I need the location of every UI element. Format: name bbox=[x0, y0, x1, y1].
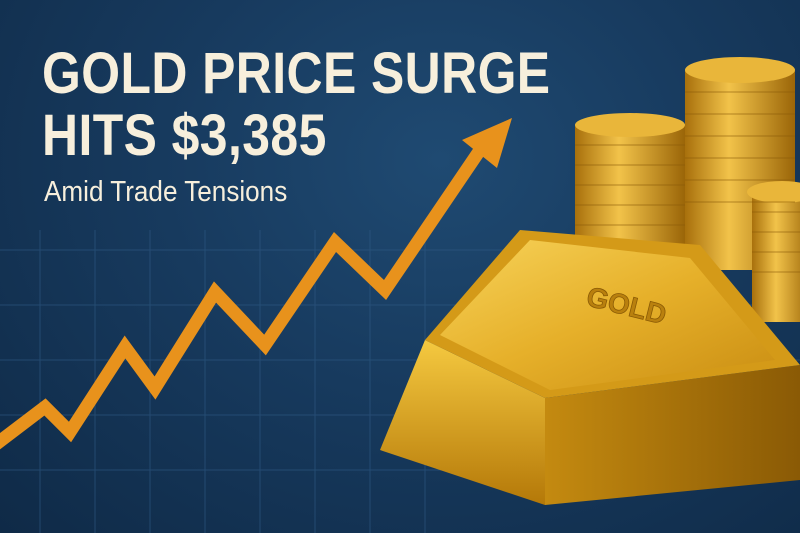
gold-bar-icon: GOLD bbox=[380, 230, 800, 505]
headline-line-1: GOLD PRICE SURGE bbox=[42, 41, 551, 106]
subtitle: Amid Trade Tensions bbox=[44, 176, 288, 208]
coin-stacks-icon bbox=[575, 57, 800, 322]
headline-line-2: HITS $3,385 bbox=[42, 103, 327, 168]
trend-up-arrow-icon bbox=[0, 118, 512, 450]
